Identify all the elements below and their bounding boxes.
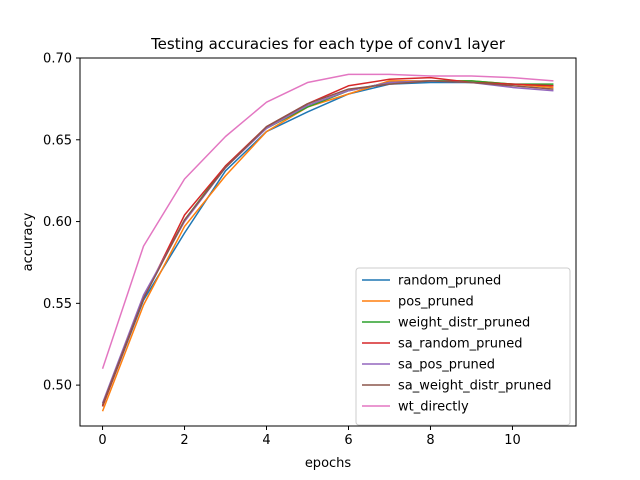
series-line-wt_directly [101,73,554,369]
axes-frame [79,57,577,427]
legend-label-sa_pos_pruned: sa_pos_pruned [398,358,495,373]
series-line-sa_weight_distr_pruned [101,80,554,406]
legend-label-sa_weight_distr_pruned: sa_weight_distr_pruned [398,379,551,394]
plot-lines [101,73,554,412]
y-tick-label: 0.60 [43,215,72,230]
y-tick-label: 0.50 [43,379,72,394]
legend-label-random_pruned: random_pruned [398,274,501,289]
legend-box [355,267,571,426]
x-axis-label: epochs [305,456,352,471]
x-tick-label: 0 [98,433,106,448]
legend-label-wt_directly: wt_directly [398,400,469,415]
legend: random_pruned pos_pruned weight_distr_prun… [355,267,571,426]
legend-label-weight_distr_pruned: weight_distr_pruned [398,316,530,331]
x-tick-label: 4 [262,433,270,448]
legend-label-pos_pruned: pos_pruned [398,295,474,310]
y-tick-label: 0.70 [43,52,72,67]
x-tick-label: 2 [180,433,188,448]
y-axis-label: accuracy [21,212,36,271]
y-ticks: 0.50 0.55 0.60 0.65 0.70 [43,52,80,394]
y-tick-label: 0.55 [43,297,72,312]
chart-title: Testing accuracies for each type of conv… [150,35,506,53]
x-tick-label: 10 [504,433,521,448]
x-ticks: 0 2 4 6 8 10 [98,426,521,448]
legend-label-sa_random_pruned: sa_random_pruned [398,337,522,352]
x-tick-label: 8 [426,433,434,448]
y-tick-label: 0.65 [43,133,72,148]
x-tick-label: 6 [344,433,352,448]
